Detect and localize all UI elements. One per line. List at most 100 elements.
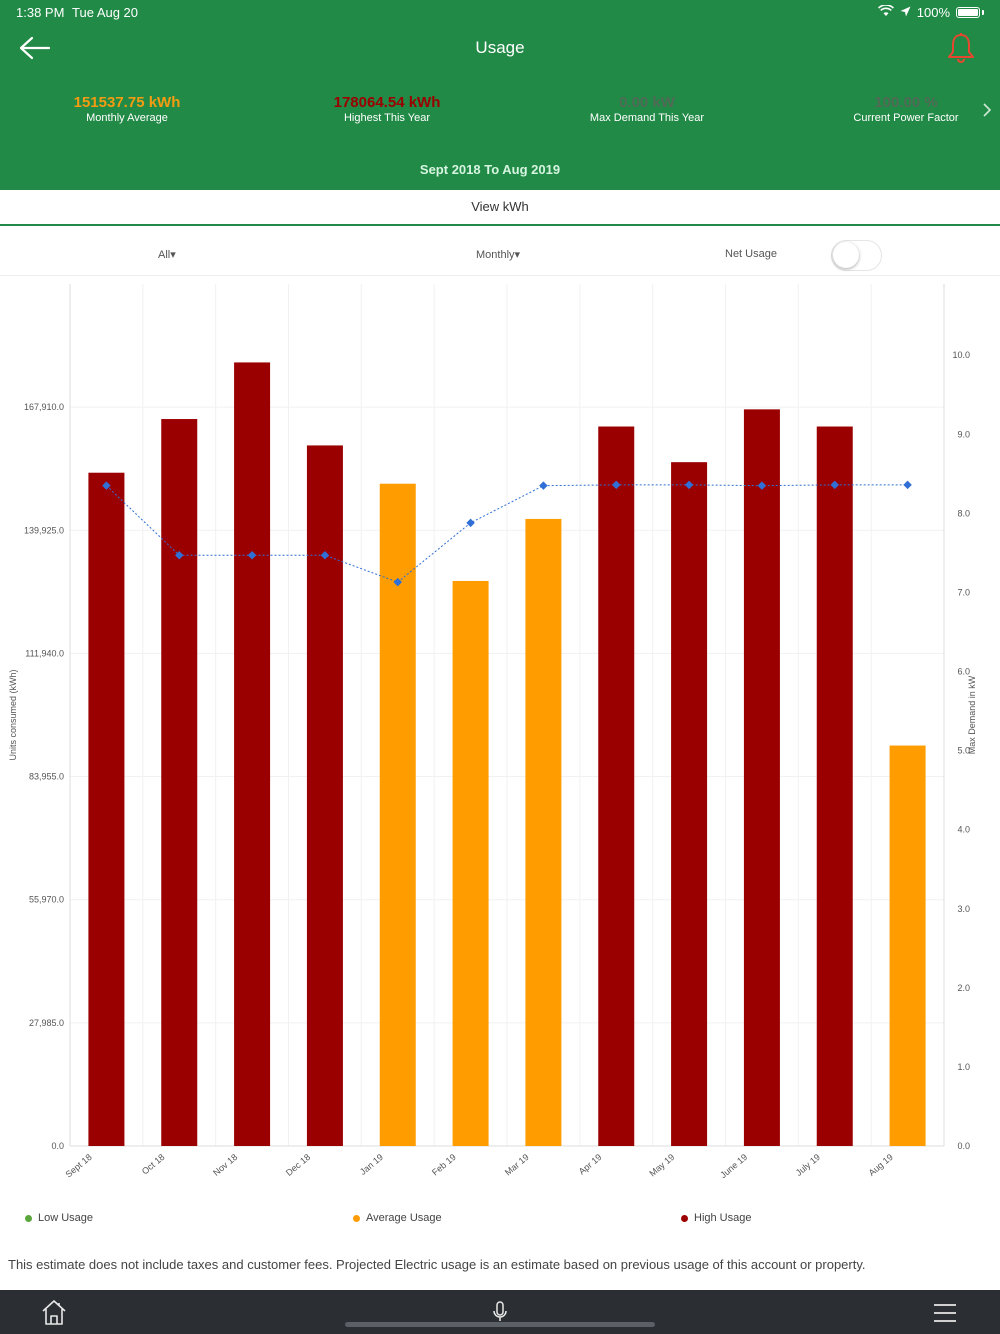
bar (306, 445, 343, 1146)
home-icon (40, 1300, 68, 1330)
location-icon (900, 5, 911, 20)
legend-dot (681, 1214, 688, 1222)
legend-label: Average Usage (366, 1212, 442, 1224)
legend-label: High Usage (694, 1212, 752, 1224)
x-tick-label: Mar 19 (503, 1152, 531, 1178)
y2-tick-label: 2.0 (957, 983, 970, 993)
legend-dot (25, 1214, 32, 1222)
x-tick-label: Aug 19 (867, 1152, 895, 1178)
demand-point (175, 551, 184, 560)
x-tick-label: June 19 (718, 1152, 749, 1180)
page-title: Usage (475, 38, 525, 57)
status-indicators: 100% (877, 4, 984, 20)
demand-point (320, 551, 330, 560)
bar (525, 518, 562, 1146)
bar (379, 483, 416, 1146)
usage-chart: 0.0 27,985.0 55,970.0 83,955.0 111,940.0 139,… (0, 280, 1000, 1200)
bar (889, 745, 926, 1146)
battery-percent: 100% (916, 5, 950, 20)
x-tick-label: July 19 (794, 1152, 822, 1178)
bar (598, 426, 635, 1146)
menu-button[interactable] (932, 1302, 958, 1324)
y2-tick-label: 10.0 (952, 350, 970, 360)
bar (234, 362, 271, 1146)
bar (743, 409, 780, 1146)
stats-row: 151537.75 kWh Monthly Average 178064.54 … (0, 94, 1000, 134)
legend-label: Low Usage (38, 1212, 94, 1224)
bar (161, 419, 198, 1146)
stat-value: 100.00 % (874, 94, 938, 111)
stat-highest-this-year: 178064.54 kWh Highest This Year (277, 94, 497, 124)
status-time: 1:38 PM (16, 5, 65, 20)
header: 1:38 PM Tue Aug 20 100% Usage (0, 0, 1000, 190)
bar (88, 472, 125, 1146)
y2-tick-label: 0.0 (957, 1141, 970, 1151)
voice-button[interactable] (490, 1300, 510, 1324)
demand-point (830, 480, 839, 490)
stat-label: Highest This Year (343, 112, 431, 124)
x-tick-label: Oct 18 (140, 1152, 167, 1177)
bar (671, 462, 708, 1147)
demand-point (247, 551, 257, 560)
x-tick-label: Jan 19 (358, 1152, 385, 1177)
view-kwh-tab[interactable]: View kWh (0, 190, 1000, 226)
battery-icon (956, 7, 980, 18)
demand-point (539, 481, 548, 490)
demand-point (903, 480, 912, 490)
y2-tick-label: 9.0 (957, 429, 970, 439)
date-range: Sept 2018 To Aug 2019 (419, 162, 561, 177)
stats-next-button[interactable] (980, 100, 994, 120)
x-tick-label: Feb 19 (430, 1152, 458, 1178)
y2-tick-label: 1.0 (957, 1062, 970, 1072)
y2-tick-label: 5.0 (957, 746, 970, 756)
stat-value: 178064.54 kWh (333, 94, 441, 111)
stat-label: Monthly Average (86, 112, 168, 124)
legend-item-high: High Usage (681, 1212, 751, 1224)
legend-item-average: Average Usage (353, 1212, 442, 1224)
x-tick-label: Dec 18 (284, 1152, 312, 1178)
x-tick-label: Apr 19 (577, 1152, 604, 1177)
y2-axis-title: Max Demand in kW (967, 675, 977, 754)
stat-power-factor: 100.00 % Current Power Factor (796, 94, 1000, 124)
y-tick-label: 111,940.0 (25, 648, 64, 658)
arrow-left-icon (18, 36, 52, 66)
x-tick-label: Sept 18 (64, 1152, 94, 1180)
period-filter-dropdown[interactable]: Monthly▾ (476, 249, 521, 261)
back-button[interactable] (18, 34, 52, 62)
toggle-knob (833, 242, 859, 268)
battery-tip (982, 10, 984, 15)
y-tick-label: 139,925.0 (24, 525, 64, 535)
stat-monthly-average: 151537.75 kWh Monthly Average (17, 94, 237, 124)
demand-point (393, 577, 402, 587)
y-tick-label: 0.0 (51, 1141, 64, 1151)
y-tick-label: 55,970.0 (29, 895, 64, 905)
legend-dot (353, 1214, 360, 1222)
y-tick-label: 167,910.0 (24, 402, 64, 412)
demand-point (684, 480, 694, 490)
status-bar: 1:38 PM Tue Aug 20 100% (0, 0, 1000, 24)
home-indicator (345, 1322, 655, 1327)
meter-filter-dropdown[interactable]: All▾ (158, 249, 176, 261)
y-tick-label: 83,955.0 (29, 772, 64, 782)
y2-tick-label: 7.0 (957, 587, 970, 597)
demand-line (106, 484, 908, 583)
bar (816, 426, 853, 1146)
demand-point (757, 481, 767, 490)
net-usage-toggle[interactable] (831, 240, 882, 271)
bell-icon (946, 33, 976, 68)
chart-legend: Low Usage Average Usage High Usage (0, 1212, 1000, 1230)
net-usage-label: Net Usage (725, 248, 777, 260)
y2-tick-label: 4.0 (957, 825, 970, 835)
stat-max-demand: 0.00 kW Max Demand This Year (537, 94, 757, 124)
notifications-button[interactable] (946, 32, 976, 64)
stat-label: Current Power Factor (853, 112, 959, 124)
home-button[interactable] (40, 1298, 68, 1326)
disclaimer-text: This estimate does not include taxes and… (8, 1257, 866, 1272)
y2-tick-label: 6.0 (957, 667, 970, 677)
stat-label: Max Demand This Year (589, 112, 705, 124)
y2-tick-label: 8.0 (957, 508, 970, 518)
x-tick-label: May 19 (647, 1152, 676, 1179)
demand-point (466, 518, 475, 528)
legend-item-low: Low Usage (25, 1212, 93, 1224)
